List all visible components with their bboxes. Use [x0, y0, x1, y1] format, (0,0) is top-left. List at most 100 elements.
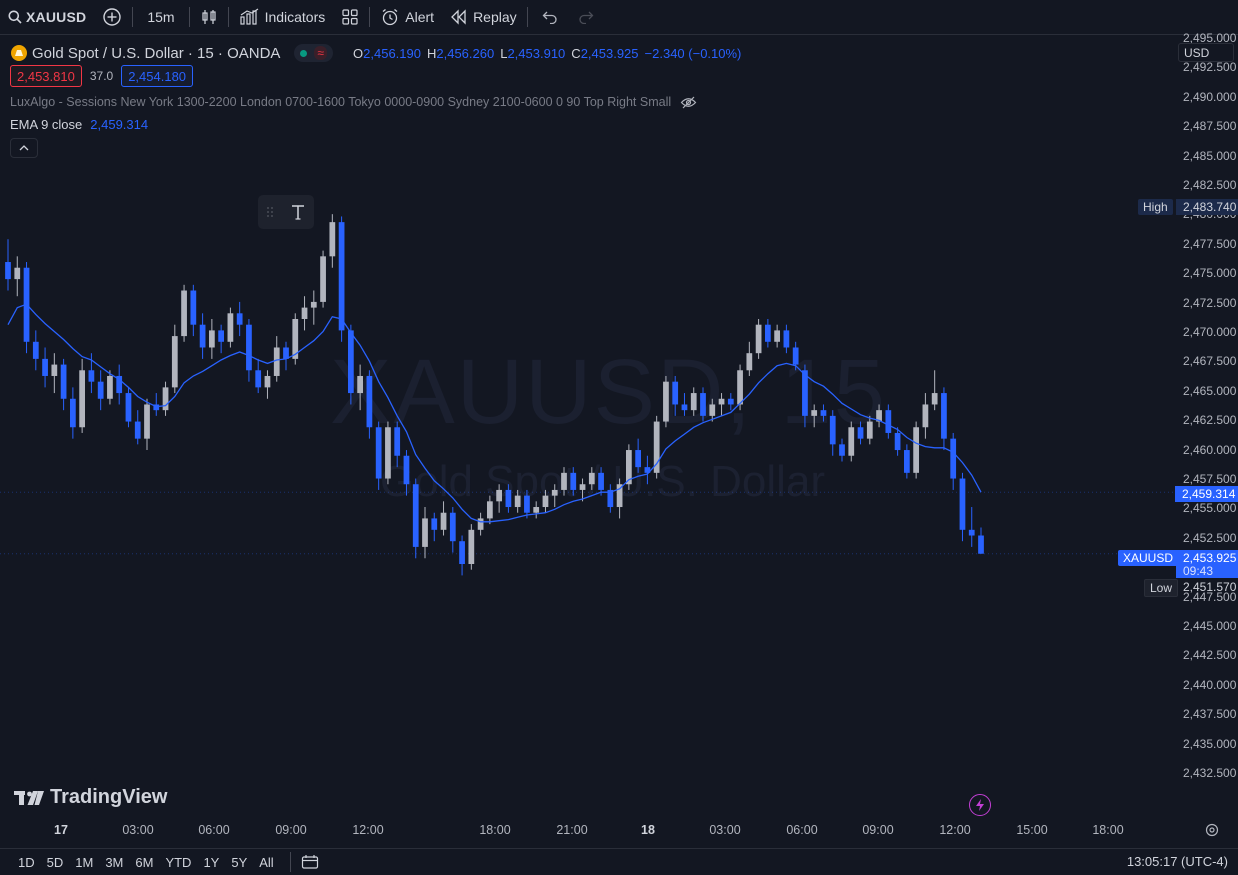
text-tool-icon[interactable]	[289, 203, 307, 221]
collapse-legend-button[interactable]	[10, 138, 38, 158]
symbol-search-button[interactable]: XAUUSD	[0, 0, 94, 34]
range-button-3m[interactable]: 3M	[105, 854, 124, 870]
candle-body	[681, 404, 688, 411]
time-tick-label: 03:00	[709, 823, 741, 837]
price-tick-label: 2,475.000	[1183, 266, 1237, 281]
time-tick-label: 17	[54, 823, 68, 837]
toolbar-divider	[188, 7, 190, 27]
candle-body	[51, 364, 58, 376]
range-button-5d[interactable]: 5D	[46, 854, 64, 870]
compare-symbol-button[interactable]	[94, 0, 130, 34]
indicators-button[interactable]: Indicators	[231, 0, 334, 34]
timezone-clock[interactable]: 13:05:17 (UTC-4)	[1126, 854, 1228, 869]
alert-button[interactable]: Alert	[372, 0, 442, 34]
tradingview-logo[interactable]: TradingView	[14, 786, 167, 809]
candle	[236, 301, 243, 337]
range-button-1d[interactable]: 1D	[18, 854, 35, 870]
range-button-1m[interactable]: 1M	[75, 854, 94, 870]
sessions-indicator-row[interactable]: LuxAlgo - Sessions New York 1300-2200 Lo…	[10, 91, 741, 113]
candle-body	[366, 375, 373, 428]
calendar-range-icon[interactable]	[301, 854, 319, 870]
candle-body	[227, 313, 234, 342]
close-key: C	[571, 45, 581, 61]
tradingview-logo-icon	[14, 790, 44, 806]
flash-icon[interactable]	[969, 794, 991, 816]
price-chart[interactable]	[0, 35, 1238, 840]
market-open-icon	[300, 49, 308, 57]
candle-body	[42, 358, 48, 376]
ema-indicator-row[interactable]: EMA 9 close 2,459.314	[10, 113, 741, 135]
candle	[950, 432, 957, 490]
candle-body	[931, 393, 938, 405]
drag-handle-icon[interactable]	[266, 206, 274, 218]
redo-button[interactable]	[570, 0, 602, 34]
ema-price-tag: 2,459.314	[1175, 486, 1238, 502]
buy-button[interactable]: 2,454.180	[121, 65, 194, 87]
layouts-button[interactable]	[333, 0, 367, 34]
candle	[625, 444, 632, 490]
undo-button[interactable]	[530, 0, 570, 34]
candle-body	[477, 518, 484, 530]
top-toolbar: XAUUSD 15m Indicators Alert Replay	[0, 0, 1238, 35]
candle	[978, 527, 984, 554]
price-tick-label: 2,437.500	[1183, 707, 1237, 722]
price-tick-label: 2,440.000	[1183, 677, 1237, 692]
symbol-label: XAUUSD	[26, 9, 87, 25]
candle-body	[959, 478, 966, 530]
range-button-1y[interactable]: 1Y	[203, 854, 220, 870]
candle-body	[125, 393, 132, 422]
time-axis[interactable]: 17 03:00 06:00 09:00 12:00 18:00 21:00 18 03:00 0…	[0, 818, 1176, 842]
candle-body	[514, 495, 521, 508]
candle-body	[727, 398, 734, 405]
candle-body	[894, 432, 901, 451]
range-button-all[interactable]: All	[259, 854, 274, 870]
price-tick-label: 2,465.000	[1183, 383, 1237, 398]
candle	[32, 330, 39, 371]
candle-body	[134, 421, 141, 439]
candle-body	[968, 529, 975, 536]
alarm-clock-icon	[380, 7, 400, 27]
candle-body	[644, 467, 651, 473]
candle	[727, 393, 734, 411]
candle	[181, 284, 187, 342]
candle	[218, 324, 225, 354]
candle	[310, 290, 317, 325]
chart-settings-button[interactable]	[1204, 822, 1220, 843]
candle-body	[162, 387, 169, 411]
candle-body	[264, 375, 271, 388]
chart-type-button[interactable]	[192, 0, 226, 34]
currency-selector[interactable]: USD	[1178, 43, 1234, 62]
sell-button[interactable]: 2,453.810	[10, 65, 82, 87]
time-tick-label: 15:00	[1016, 823, 1048, 837]
candle-body	[329, 222, 336, 257]
candle-body	[403, 455, 410, 485]
candle-body	[459, 541, 465, 564]
candle	[23, 262, 30, 354]
interval-button[interactable]: 15m	[147, 9, 175, 25]
candle-body	[347, 330, 354, 394]
candle-body	[783, 330, 790, 348]
candles-icon	[200, 8, 218, 26]
candle-body	[208, 330, 215, 348]
eye-hidden-icon[interactable]	[680, 96, 697, 109]
candle	[171, 324, 178, 394]
price-axis[interactable]: 2,495.000 2,492.500 2,490.000 2,487.500 2,48…	[1176, 31, 1238, 840]
candle	[588, 467, 595, 490]
range-button-6m[interactable]: 6M	[135, 854, 154, 870]
price-tick-label: 2,477.500	[1183, 236, 1237, 251]
candle-body	[820, 410, 827, 416]
candle	[570, 467, 577, 496]
price-tick-label: 2,462.500	[1183, 413, 1237, 428]
candle-body	[866, 421, 873, 439]
candle-body	[653, 421, 660, 473]
range-button-ytd[interactable]: YTD	[165, 854, 192, 870]
candle	[746, 341, 753, 376]
symbol-title[interactable]: Gold Spot / U.S. Dollar · 15 · OANDA	[32, 44, 281, 62]
market-status-pill[interactable]: ≈	[294, 44, 334, 62]
candle	[968, 507, 975, 547]
candle	[829, 410, 836, 456]
candle-body	[913, 427, 920, 473]
candle	[422, 507, 428, 559]
range-button-5y[interactable]: 5Y	[231, 854, 248, 870]
replay-button[interactable]: Replay	[442, 0, 525, 34]
